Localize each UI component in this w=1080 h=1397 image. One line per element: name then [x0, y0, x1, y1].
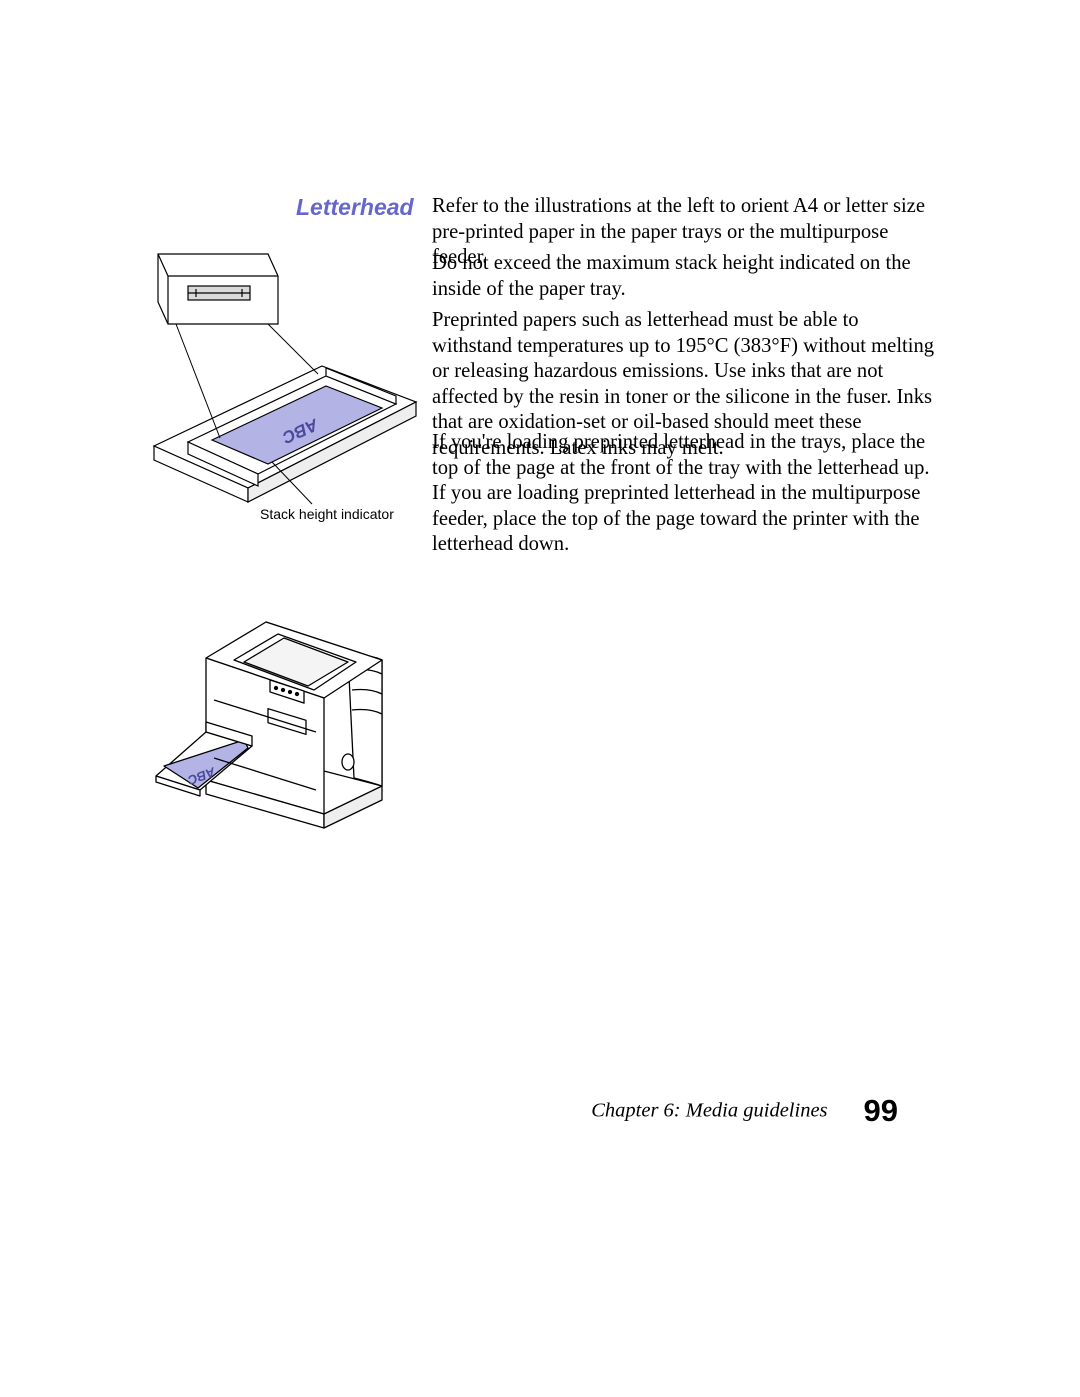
tray-illustration: ABC [150, 246, 418, 506]
footer-chapter-label: Chapter 6: Media guidelines [591, 1100, 827, 1122]
footer-page-number: 99 [864, 1093, 898, 1128]
printer-illustration: ABC [148, 582, 408, 844]
section-heading: Letterhead [296, 194, 414, 221]
paragraph-4: If you're loading preprinted letterhead … [432, 430, 942, 558]
manual-page: Letterhead Refer to the illustrations at… [0, 0, 1080, 1397]
paragraph-2: Do not exceed the maximum stack height i… [432, 251, 942, 302]
page-footer: Chapter 6: Media guidelines 99 [0, 1093, 1080, 1129]
tray-illustration-caption: Stack height indicator [260, 506, 394, 522]
